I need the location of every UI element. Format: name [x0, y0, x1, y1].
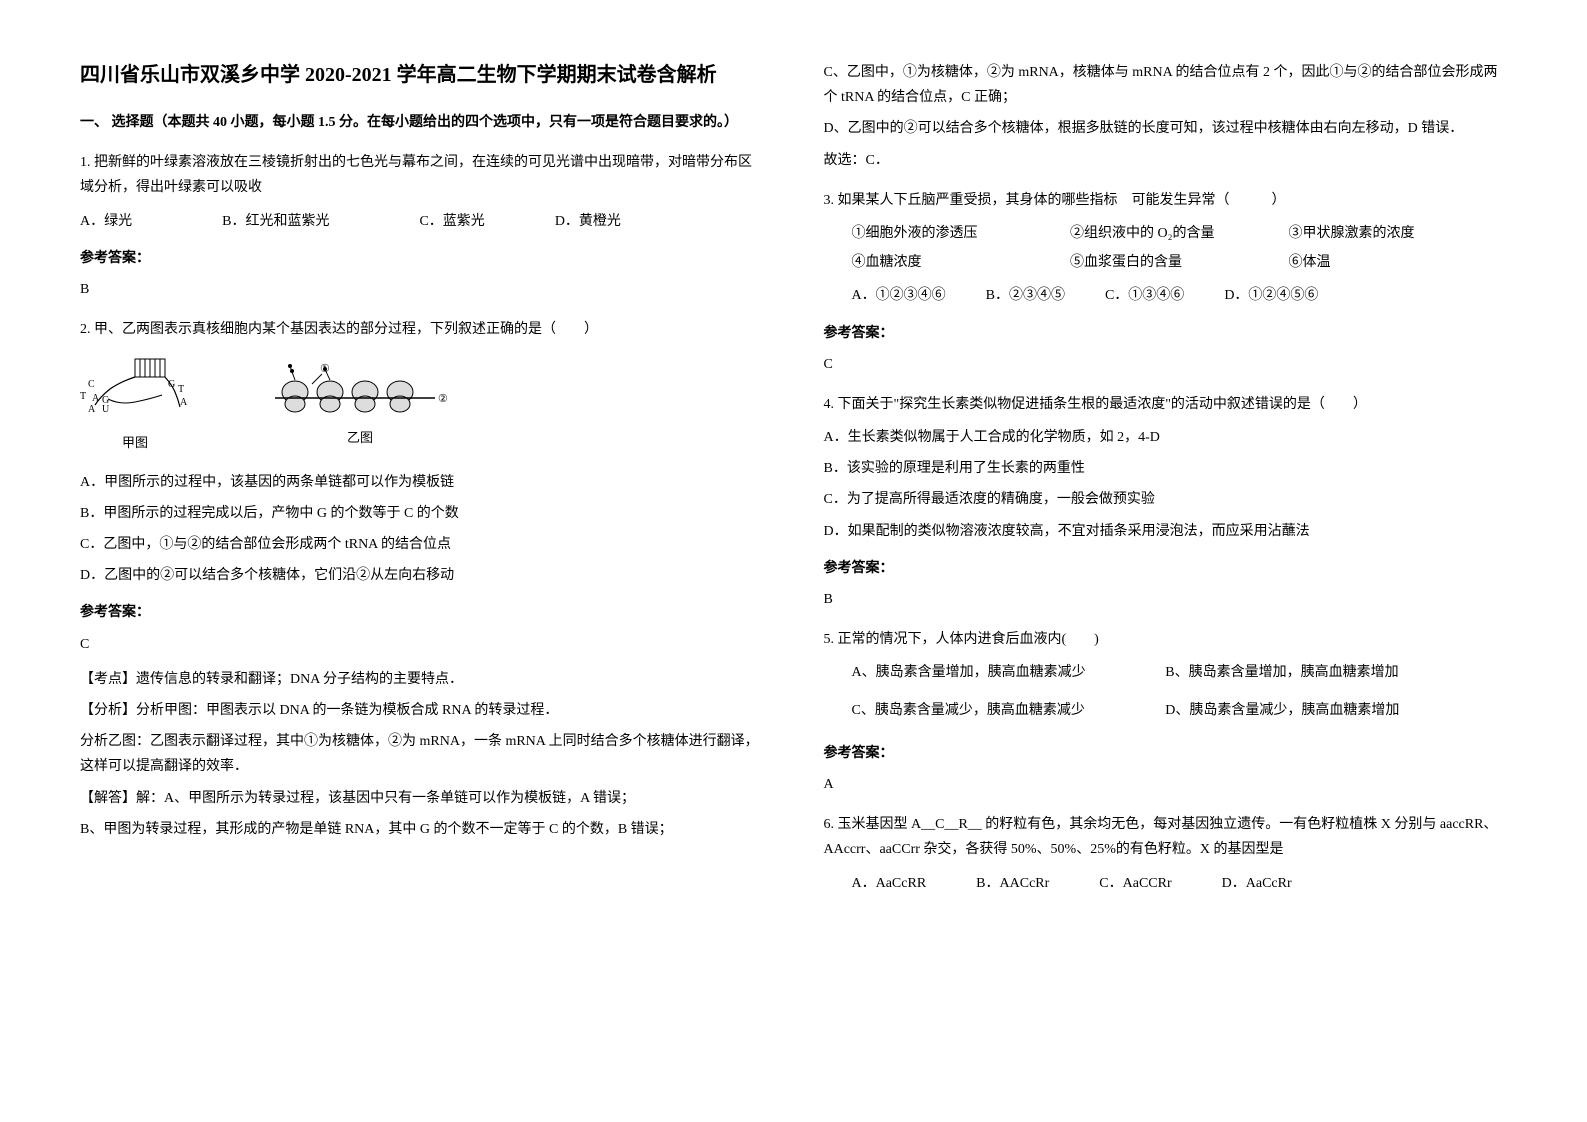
q4-option-d: D．如果配制的类似物溶液浓度较高，不宜对插条采用浸泡法，而应采用沾蘸法	[824, 519, 1508, 544]
q2-stem: 2. 甲、乙两图表示真核细胞内某个基因表达的部分过程，下列叙述正确的是（ ）	[80, 317, 764, 342]
svg-text:G: G	[168, 379, 175, 390]
q2-analysis-7: D、乙图中的②可以结合多个核糖体，根据多肽链的长度可知，该过程中核糖体由右向左移…	[824, 116, 1508, 141]
q2-figure-a-caption: 甲图	[80, 431, 190, 454]
q3-sub6: ⑥体温	[1289, 250, 1508, 275]
q2-figure-b: ① ② 乙图	[270, 362, 450, 449]
svg-text:C: C	[88, 379, 95, 390]
svg-text:A: A	[88, 404, 96, 415]
q2-analysis-6: C、乙图中，①为核糖体，②为 mRNA，核糖体与 mRNA 的结合位点有 2 个…	[824, 60, 1508, 110]
q6-options: A．AaCcRR B．AACcRr C．AaCCRr D．AaCcRr	[852, 871, 1508, 896]
q3-sub2: ②组织液中的 O₂的含量	[1070, 221, 1289, 246]
q5-answer: A	[824, 772, 1508, 797]
q1-option-c: C．蓝紫光	[419, 209, 484, 234]
dna-transcription-icon: C T A G A U G T A	[80, 357, 190, 427]
q3-stem: 3. 如果某人下丘脑严重受损，其身体的哪些指标 可能发生异常（ ）	[824, 188, 1508, 213]
q2-option-d: D．乙图中的②可以结合多个核糖体，它们沿②从左向右移动	[80, 563, 764, 588]
q6-option-c: C．AaCCRr	[1099, 871, 1171, 896]
q4-option-c: C．为了提高所得最适浓度的精确度，一般会做预实验	[824, 487, 1508, 512]
q3-sub-options: ①细胞外液的渗透压 ②组织液中的 O₂的含量 ③甲状腺激素的浓度 ④血糖浓度 ⑤…	[824, 221, 1508, 275]
q2-figures: C T A G A U G T A 甲图 ①	[80, 357, 764, 454]
q5-option-a: A、胰岛素含量增加，胰高血糖素减少	[824, 660, 1166, 685]
q1-option-b: B．红光和蓝紫光	[222, 209, 329, 234]
q6-option-a: A．AaCcRR	[852, 871, 927, 896]
q6-option-d: D．AaCcRr	[1222, 871, 1292, 896]
q2-option-a: A．甲图所示的过程中，该基因的两条单链都可以作为模板链	[80, 470, 764, 495]
q1-options: A．绿光 B．红光和蓝紫光 C．蓝紫光 D．黄橙光	[80, 209, 764, 234]
q2-figure-b-caption: 乙图	[270, 426, 450, 449]
q1-answer: B	[80, 277, 764, 302]
q2-option-c: C．乙图中，①与②的结合部位会形成两个 tRNA 的结合位点	[80, 532, 764, 557]
svg-text:T: T	[178, 384, 184, 395]
q2-analysis-3: 分析乙图：乙图表示翻译过程，其中①为核糖体，②为 mRNA，一条 mRNA 上同…	[80, 729, 764, 779]
svg-text:A: A	[92, 393, 100, 404]
q5-row2: C、胰岛素含量减少，胰高血糖素减少 D、胰岛素含量减少，胰高血糖素增加	[824, 698, 1508, 723]
q5-option-c: C、胰岛素含量减少，胰高血糖素减少	[824, 698, 1166, 723]
q5-stem: 5. 正常的情况下，人体内进食后血液内( )	[824, 627, 1508, 652]
q3-option-c: C．①③④⑥	[1105, 283, 1184, 308]
q6-option-b: B．AACcRr	[976, 871, 1049, 896]
q5-answer-label: 参考答案：	[824, 741, 1508, 766]
q4-answer-label: 参考答案：	[824, 556, 1508, 581]
left-column: 四川省乐山市双溪乡中学 2020-2021 学年高二生物下学期期末试卷含解析 一…	[80, 60, 764, 904]
q3-answer-label: 参考答案：	[824, 321, 1508, 346]
exam-title: 四川省乐山市双溪乡中学 2020-2021 学年高二生物下学期期末试卷含解析	[80, 60, 764, 90]
q5-option-d: D、胰岛素含量减少，胰高血糖素增加	[1165, 698, 1507, 723]
q6-stem: 6. 玉米基因型 A__C__R__ 的籽粒有色，其余均无色，每对基因独立遗传。…	[824, 812, 1508, 862]
svg-text:U: U	[102, 404, 110, 415]
q5-row1: A、胰岛素含量增加，胰高血糖素减少 B、胰岛素含量增加，胰高血糖素增加	[824, 660, 1508, 685]
q3-sub1: ①细胞外液的渗透压	[852, 221, 1071, 246]
q3-sub5: ⑤血浆蛋白的含量	[1070, 250, 1289, 275]
q1-answer-label: 参考答案：	[80, 246, 764, 271]
q3-option-b: B．②③④⑤	[986, 283, 1065, 308]
q3-sub3: ③甲状腺激素的浓度	[1289, 221, 1508, 246]
q4-option-a: A．生长素类似物属于人工合成的化学物质，如 2，4-D	[824, 425, 1508, 450]
q2-option-b: B．甲图所示的过程完成以后，产物中 G 的个数等于 C 的个数	[80, 501, 764, 526]
q2-analysis-5: B、甲图为转录过程，其形成的产物是单链 RNA，其中 G 的个数不一定等于 C …	[80, 817, 764, 842]
q2-analysis-2: 【分析】分析甲图：甲图表示以 DNA 的一条链为模板合成 RNA 的转录过程．	[80, 698, 764, 723]
q1-stem: 1. 把新鲜的叶绿素溶液放在三棱镜折射出的七色光与幕布之间，在连续的可见光谱中出…	[80, 150, 764, 200]
page-container: 四川省乐山市双溪乡中学 2020-2021 学年高二生物下学期期末试卷含解析 一…	[80, 60, 1507, 904]
svg-text:T: T	[80, 391, 86, 402]
q2-analysis-1: 【考点】遗传信息的转录和翻译；DNA 分子结构的主要特点．	[80, 667, 764, 692]
right-column: C、乙图中，①为核糖体，②为 mRNA，核糖体与 mRNA 的结合位点有 2 个…	[824, 60, 1508, 904]
q3-option-a: A．①②③④⑥	[852, 283, 946, 308]
q4-option-b: B．该实验的原理是利用了生长素的两重性	[824, 456, 1508, 481]
section-1-header: 一、 选择题（本题共 40 小题，每小题 1.5 分。在每小题给出的四个选项中，…	[80, 110, 764, 135]
q4-answer: B	[824, 587, 1508, 612]
q2-analysis-8: 故选：C．	[824, 148, 1508, 173]
q2-analysis-4: 【解答】解：A、甲图所示为转录过程，该基因中只有一条单链可以作为模板链，A 错误…	[80, 786, 764, 811]
q2-answer-label: 参考答案：	[80, 600, 764, 625]
q2-figure-a: C T A G A U G T A 甲图	[80, 357, 190, 454]
q2-answer: C	[80, 632, 764, 657]
q3-option-d: D．①②④⑤⑥	[1224, 283, 1318, 308]
q3-answer: C	[824, 352, 1508, 377]
q1-option-a: A．绿光	[80, 209, 132, 234]
q3-options: A．①②③④⑥ B．②③④⑤ C．①③④⑥ D．①②④⑤⑥	[852, 283, 1508, 308]
mrna-translation-icon: ① ②	[270, 362, 450, 422]
q4-stem: 4. 下面关于"探究生长素类似物促进插条生根的最适浓度"的活动中叙述错误的是（ …	[824, 392, 1508, 417]
svg-text:②: ②	[438, 393, 448, 405]
q5-option-b: B、胰岛素含量增加，胰高血糖素增加	[1165, 660, 1507, 685]
q3-sub4: ④血糖浓度	[852, 250, 1071, 275]
q1-option-d: D．黄橙光	[555, 209, 621, 234]
svg-text:A: A	[180, 397, 188, 408]
